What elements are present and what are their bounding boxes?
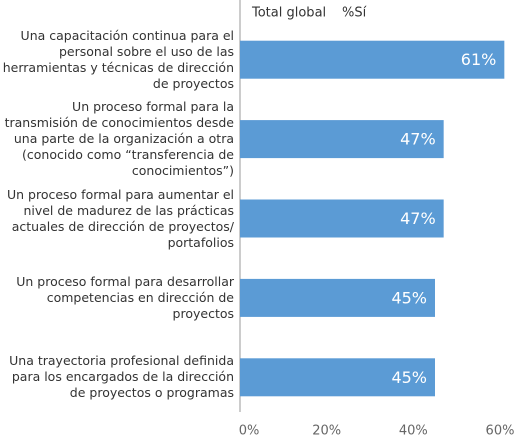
- value-label: 61%: [461, 50, 497, 69]
- category-label: Un proceso formal para la transmisión de…: [4, 99, 234, 179]
- x-tick-label: 20%: [312, 424, 341, 438]
- value-label: 45%: [391, 368, 427, 387]
- bar: [240, 120, 444, 159]
- value-label: 47%: [400, 209, 436, 228]
- bar: [240, 199, 444, 238]
- bar: [240, 40, 505, 79]
- category-label: Un proceso formal para desarrollar compe…: [16, 273, 234, 321]
- bar: [240, 358, 435, 397]
- x-tick-label: 0%: [239, 424, 260, 438]
- bar: [240, 278, 435, 317]
- category-label: Un proceso formal para aumentar el nivel…: [6, 186, 234, 250]
- value-header: %Sí: [342, 6, 367, 21]
- x-tick-label: 60%: [486, 424, 515, 438]
- category-label: Una trayectoria profesional definida par…: [9, 353, 234, 401]
- value-label: 47%: [400, 130, 436, 149]
- value-label: 45%: [391, 288, 427, 307]
- category-label: Una capacitación continua para el person…: [2, 27, 234, 91]
- chart-title: Total global: [251, 6, 326, 21]
- x-tick-label: 40%: [399, 424, 428, 438]
